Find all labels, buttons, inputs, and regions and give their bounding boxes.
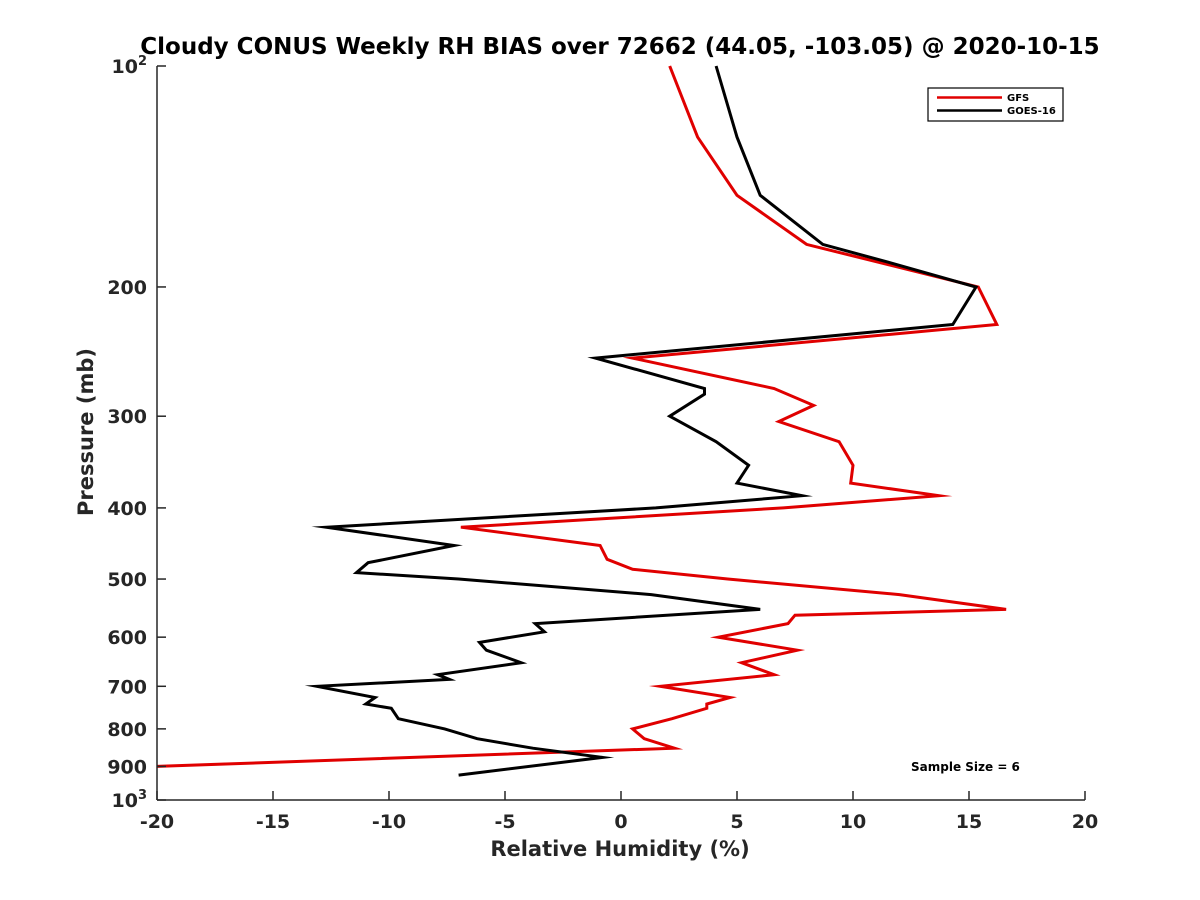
- x-ticks: -20 -15 -10 -5 0 5 10 15 20: [140, 791, 1098, 833]
- legend-label-gfs: GFS: [1007, 93, 1029, 104]
- x-tick-label: 5: [730, 811, 743, 833]
- sample-size-annotation: Sample Size = 6: [911, 760, 1020, 774]
- y-ticks: 102 200 300 400 500 600 700 800 900 103: [107, 54, 166, 812]
- y-tick-label: 400: [107, 498, 147, 520]
- series-line-gfs: [156, 65, 1007, 768]
- legend-label-goes16: GOES-16: [1007, 106, 1056, 117]
- series-line-goes16: [304, 65, 979, 777]
- y-tick-label: 800: [107, 719, 147, 741]
- x-axis-label: Relative Humidity (%): [490, 837, 749, 861]
- x-tick-label: -20: [140, 811, 174, 833]
- y-tick-label: 103: [112, 788, 148, 812]
- y-tick-label: 600: [107, 627, 147, 649]
- legend: GFS GOES-16: [927, 87, 1064, 122]
- x-tick-label: 10: [840, 811, 866, 833]
- x-tick-label: -5: [494, 811, 515, 833]
- legend-box: [927, 87, 1064, 122]
- x-tick-label: 15: [956, 811, 982, 833]
- y-tick-label: 500: [107, 569, 147, 591]
- y-tick-label: 900: [107, 756, 147, 778]
- plot-lines: [156, 65, 1007, 777]
- y-tick-label: 300: [107, 406, 147, 428]
- x-tick-label: 0: [614, 811, 627, 833]
- y-tick-label: 102: [112, 54, 148, 78]
- chart-title: Cloudy CONUS Weekly RH BIAS over 72662 (…: [140, 34, 1099, 60]
- y-axis-label: Pressure (mb): [74, 348, 98, 516]
- x-tick-label: -15: [256, 811, 290, 833]
- x-tick-label: 20: [1072, 811, 1098, 833]
- y-tick-label: 200: [107, 277, 147, 299]
- y-tick-label: 700: [107, 676, 147, 698]
- x-tick-label: -10: [372, 811, 406, 833]
